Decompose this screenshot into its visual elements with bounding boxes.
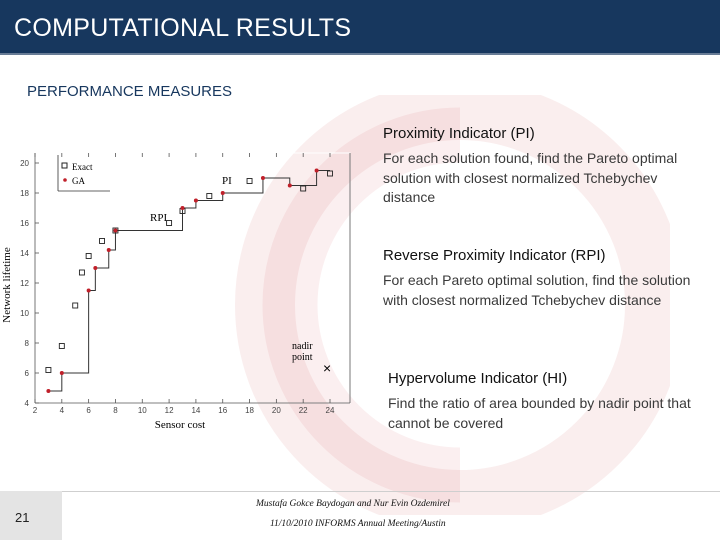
measure-hi-heading: Hypervolume Indicator (HI) (388, 370, 568, 387)
exact-point (45, 367, 52, 373)
exact-point (99, 238, 105, 244)
x-tick-label: 16 (218, 406, 227, 415)
exact-point (78, 269, 85, 276)
ga-point (314, 168, 319, 173)
legend-exact-label: Exact (72, 162, 93, 172)
measure-rpi-heading: Reverse Proximity Indicator (RPI) (383, 247, 606, 264)
exact-point (166, 220, 173, 226)
x-tick-label: 2 (33, 406, 38, 415)
measure-hi: Hypervolume Indicator (HI) Find the rati… (388, 370, 713, 433)
y-tick-label: 4 (25, 399, 30, 408)
x-tick-label: 12 (165, 406, 174, 415)
watermark-logo (235, 95, 670, 515)
ga-point (180, 206, 185, 210)
measure-rpi: Reverse Proximity Indicator (RPI) For ea… (383, 247, 713, 310)
ga-point (193, 198, 198, 203)
x-tick-label: 8 (113, 406, 118, 415)
slide-title: COMPUTATIONAL RESULTS (14, 14, 352, 42)
ga-point (260, 176, 265, 180)
pi-annotation: PI (222, 175, 232, 187)
x-tick-label: 20 (272, 406, 281, 415)
ga-point (113, 228, 118, 233)
pareto-chart: 2 4 6 8 10 12 14 16 18 20 22 24 4 6 8 10 12 14 16 18 20 Exac… (0, 145, 360, 435)
footer-page-box (0, 491, 62, 540)
chart-legend: Exact GA (57, 155, 110, 192)
ga-point (93, 266, 98, 270)
title-bar: COMPUTATIONAL RESULTS (0, 0, 720, 55)
ga-point (86, 288, 91, 293)
x-tick-label: 18 (245, 406, 254, 415)
ga-point (220, 191, 225, 195)
y-tick-label: 18 (20, 189, 29, 198)
legend-ga-marker (63, 178, 67, 182)
exact-point (85, 253, 92, 259)
measure-pi-description: For each solution found, find the Pareto… (383, 150, 678, 205)
title-divider (0, 53, 720, 55)
measure-pi: Proximity Indicator (PI) For each soluti… (383, 125, 713, 208)
y-tick-label: 20 (20, 159, 29, 168)
measure-pi-heading: Proximity Indicator (PI) (383, 125, 535, 142)
y-tick-label: 12 (20, 279, 29, 288)
x-tick-label: 6 (86, 406, 91, 415)
ga-point (287, 183, 292, 188)
x-tick-label: 24 (326, 406, 335, 415)
legend-ga-label: GA (72, 176, 85, 186)
legend-exact-marker (61, 162, 68, 169)
footer-divider (0, 491, 720, 492)
page-number: 21 (15, 510, 30, 525)
nadir-label-line2: point (292, 352, 313, 363)
exact-point (58, 343, 65, 349)
footer-event: 11/10/2010 INFORMS Annual Meeting/Austin (270, 519, 446, 529)
y-axis-label: Network lifetime (1, 247, 13, 323)
y-tick-label: 8 (25, 339, 30, 348)
exact-point (206, 193, 213, 199)
nadir-label-line1: nadir (292, 341, 313, 352)
ga-point (46, 389, 51, 393)
x-tick-label: 10 (138, 406, 147, 415)
ga-attainment-staircase (48, 170, 330, 392)
exact-point (72, 302, 79, 309)
ga-point (59, 371, 64, 375)
section-subtitle: PERFORMANCE MEASURES (27, 83, 233, 100)
nadir-marker: × (323, 360, 331, 376)
y-tick-label: 14 (20, 249, 29, 258)
measure-hi-description: Find the ratio of area bounded by nadir … (388, 395, 691, 431)
exact-point (327, 170, 333, 177)
y-tick-label: 10 (20, 309, 29, 318)
ga-point (106, 248, 111, 252)
x-axis-label: Sensor cost (155, 419, 205, 431)
x-tick-label: 4 (60, 406, 65, 415)
x-tick-label: 14 (191, 406, 200, 415)
y-tick-label: 16 (20, 219, 29, 228)
measure-rpi-description: For each Pareto optimal solution, find t… (383, 272, 691, 308)
exact-point (112, 227, 119, 234)
footer-authors: Mustafa Gokce Baydogan and Nur Evin Ozde… (256, 499, 450, 509)
x-tick-label: 22 (299, 406, 308, 415)
y-tick-label: 6 (25, 369, 30, 378)
rpi-annotation: RPI (150, 212, 167, 224)
exact-point (246, 178, 253, 184)
exact-point (300, 185, 307, 192)
